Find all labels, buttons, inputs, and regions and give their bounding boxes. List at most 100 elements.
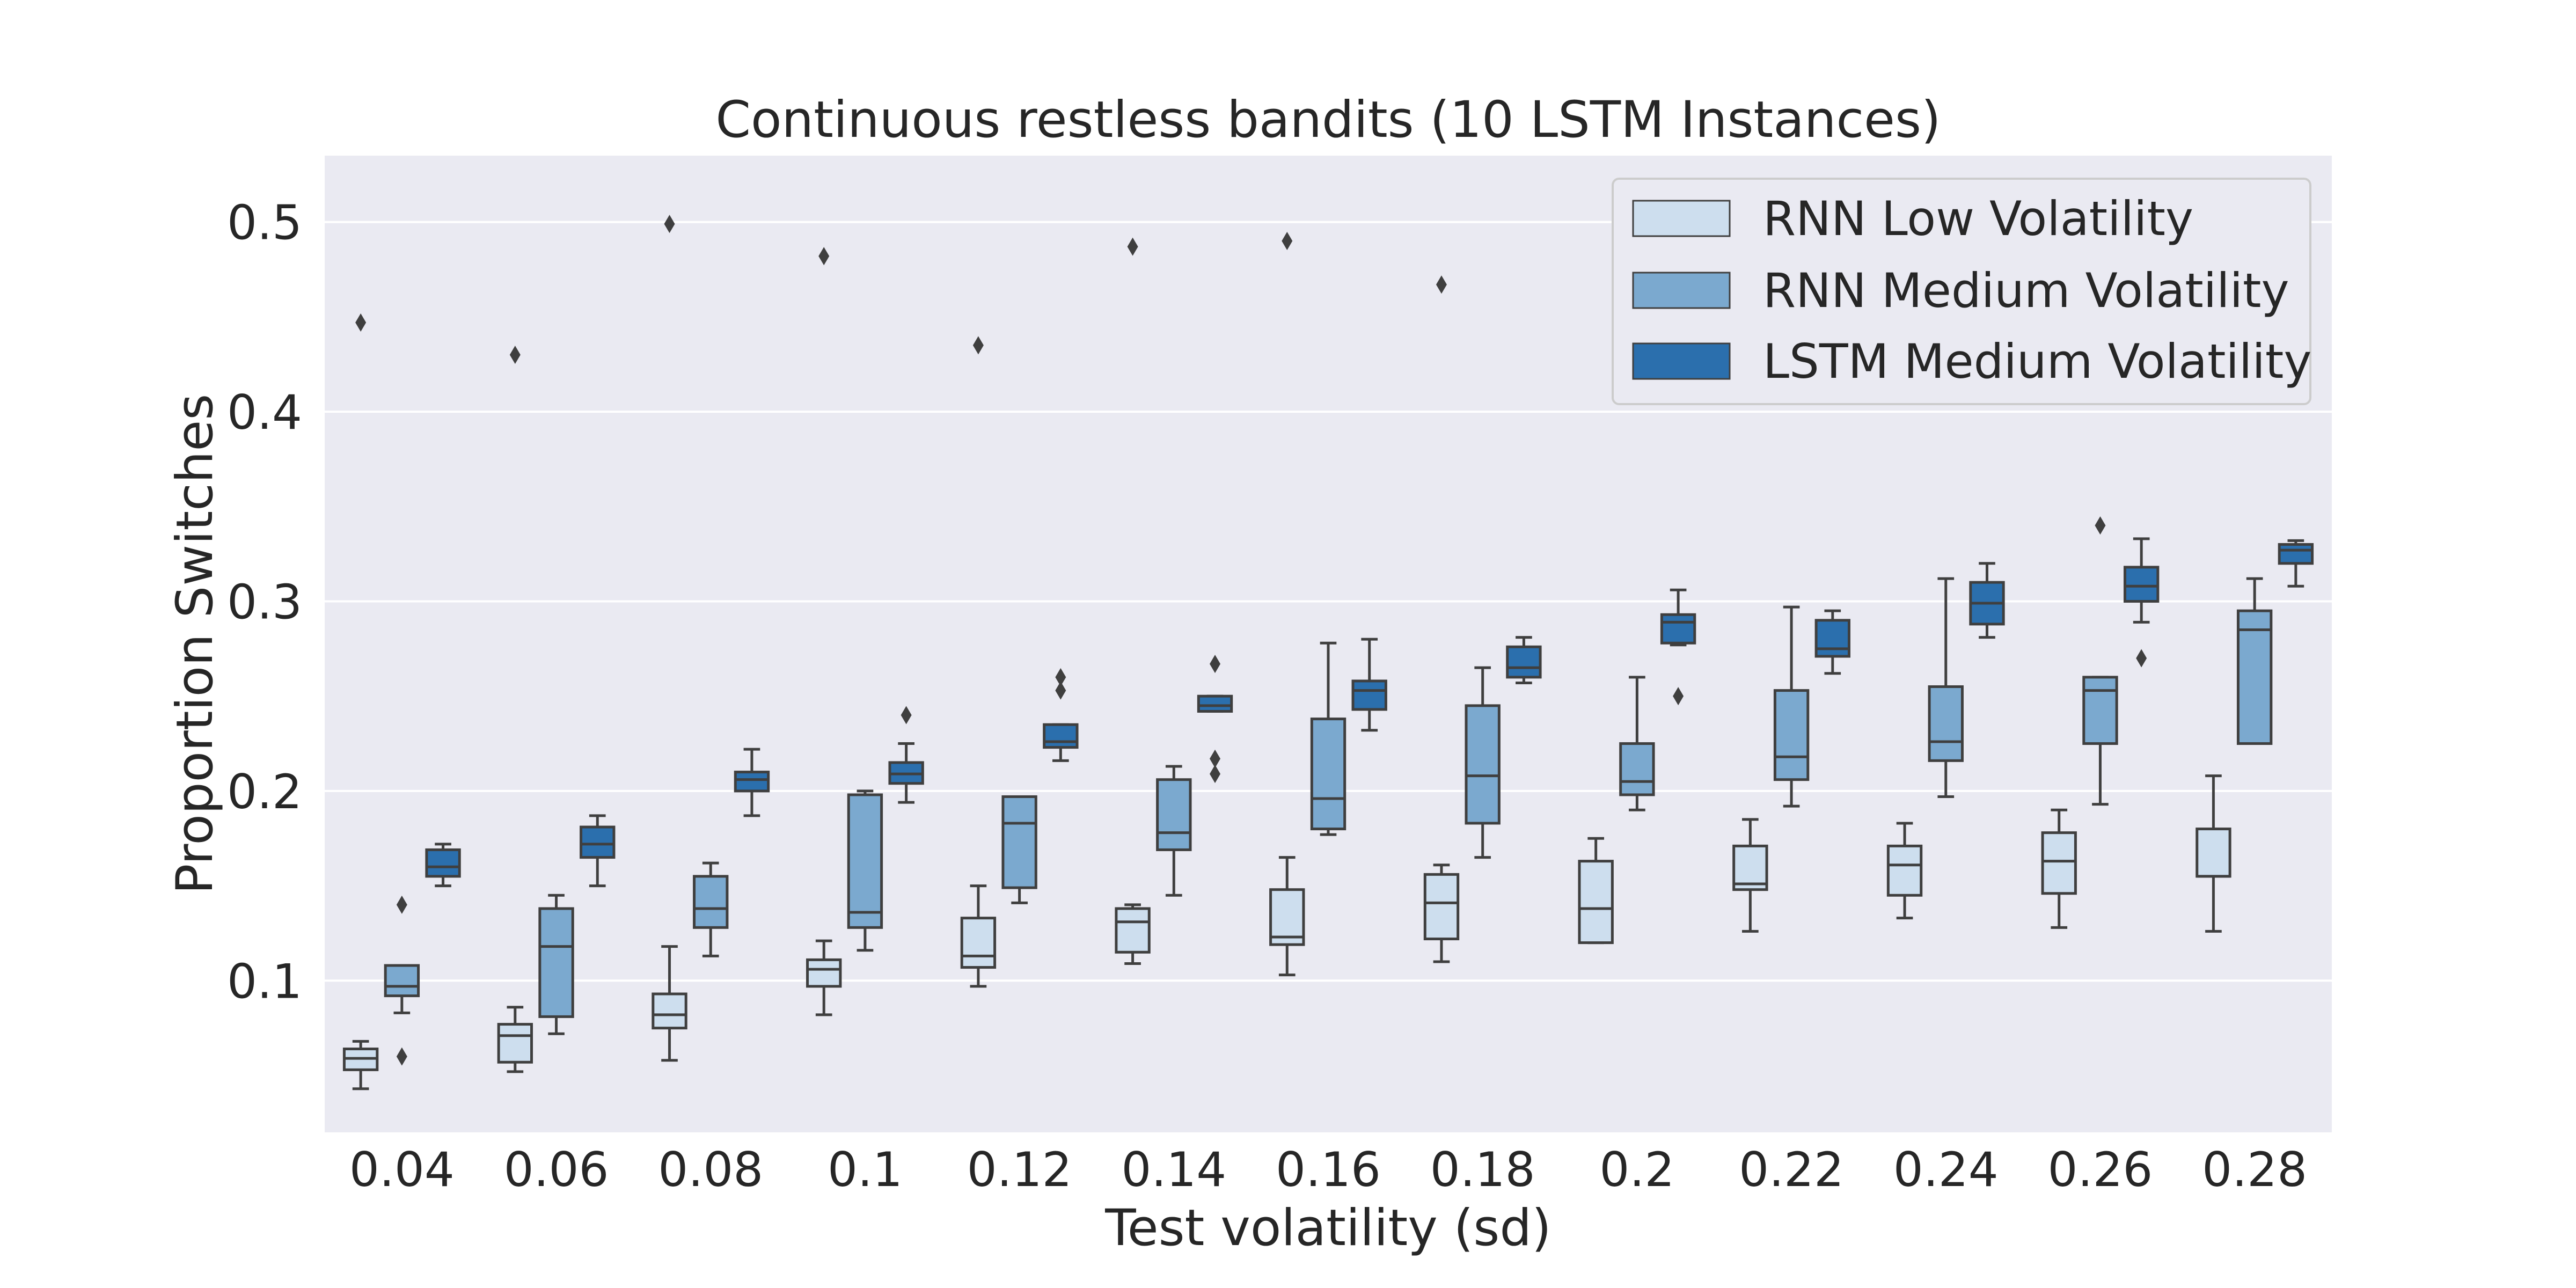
- outlier-point: [818, 247, 830, 266]
- box-group: [1310, 641, 1346, 836]
- legend: RNN Low Volatility RNN Medium Volatility…: [1612, 178, 2311, 405]
- box-group: [1115, 237, 1151, 965]
- box: [1156, 778, 1192, 851]
- box-group: [1969, 562, 2005, 639]
- box: [1660, 613, 1696, 645]
- outlier-point: [396, 895, 407, 914]
- outlier-point: [2136, 649, 2147, 668]
- x-tick-labels: 0.04 0.06 0.08 0.1 0.12 0.14 0.16 0.18 0.2 0.22 0.…: [349, 1142, 2307, 1197]
- box-group: [1001, 795, 1037, 904]
- outlier-point: [901, 706, 912, 724]
- box: [1197, 694, 1233, 713]
- outlier-point: [509, 346, 521, 364]
- box: [2236, 609, 2273, 745]
- legend-label-rnn-medium: RNN Medium Volatility: [1763, 263, 2289, 318]
- outlier-point: [1210, 749, 1221, 768]
- outlier-point: [1127, 237, 1138, 256]
- box: [2082, 676, 2118, 745]
- box-group: [538, 894, 574, 1035]
- box-group: [1465, 666, 1501, 859]
- box-group: [1773, 605, 1810, 808]
- box-group: [693, 861, 729, 957]
- box: [1310, 718, 1346, 831]
- box-group: [1578, 837, 1614, 945]
- box-group: [580, 814, 616, 888]
- box-group: [497, 346, 533, 1073]
- box-group: [1043, 668, 1079, 762]
- box: [652, 992, 687, 1030]
- x-tick-label: 0.08: [658, 1142, 763, 1197]
- y-axis-label: Proportion Switches: [166, 394, 224, 894]
- legend-swatch-lstm-medium: [1632, 342, 1731, 380]
- box-group: [960, 336, 997, 988]
- outlier-point: [355, 313, 367, 332]
- box-group: [1928, 577, 1964, 798]
- box-group: [734, 748, 770, 817]
- box: [580, 825, 616, 859]
- box-group: [2236, 577, 2273, 745]
- box: [1115, 907, 1151, 954]
- box-group: [342, 313, 379, 1091]
- box-group: [2082, 516, 2118, 806]
- box-group: [2041, 186, 2077, 929]
- box-groups: [342, 186, 2314, 1091]
- y-tick-label: 0.4: [227, 385, 302, 440]
- box: [1886, 844, 1923, 897]
- box: [847, 793, 883, 929]
- outlier-point: [396, 1047, 407, 1066]
- x-axis-label: Test volatility (sd): [1104, 1199, 1551, 1257]
- x-tick-label: 0.26: [2047, 1142, 2153, 1197]
- x-tick-label: 0.04: [349, 1142, 455, 1197]
- x-tick-label: 0.06: [504, 1142, 609, 1197]
- box-group: [425, 843, 461, 888]
- legend-label-lstm-medium: LSTM Medium Volatility: [1763, 334, 2311, 389]
- legend-label-rnn-low: RNN Low Volatility: [1763, 191, 2193, 246]
- outlier-point: [664, 215, 675, 233]
- box: [2196, 828, 2231, 878]
- outlier-point: [1210, 765, 1221, 784]
- box: [693, 875, 729, 929]
- box: [1465, 704, 1501, 825]
- box: [1043, 723, 1079, 749]
- box-group: [1423, 275, 1460, 963]
- box-group: [652, 215, 687, 1062]
- outlier-point: [1055, 681, 1066, 700]
- outlier-point: [1282, 232, 1293, 251]
- x-tick-label: 0.28: [2202, 1142, 2307, 1197]
- x-tick-label: 0.1: [828, 1142, 903, 1197]
- box: [1732, 844, 1768, 891]
- box: [1578, 860, 1614, 945]
- box-group: [1156, 765, 1192, 897]
- box: [960, 917, 997, 969]
- box-group: [1660, 588, 1696, 706]
- chart-title: Continuous restless bandits (10 LSTM Ins…: [715, 91, 1941, 149]
- box: [425, 848, 461, 878]
- y-tick-label: 0.2: [227, 764, 302, 819]
- y-tick-labels: 0.1 0.2 0.3 0.4 0.5: [227, 195, 302, 1009]
- outlier-point: [1436, 275, 1447, 294]
- box: [806, 958, 842, 988]
- box: [1773, 689, 1810, 781]
- outlier-point: [2095, 516, 2106, 535]
- y-tick-label: 0.1: [227, 954, 302, 1009]
- box-group: [1506, 636, 1542, 684]
- outlier-point: [1210, 655, 1221, 674]
- legend-frame: [1612, 178, 2311, 405]
- box: [1814, 619, 1850, 658]
- x-tick-label: 0.22: [1739, 1142, 1844, 1197]
- box-group: [1619, 676, 1655, 811]
- legend-swatch-rnn-medium: [1632, 272, 1731, 309]
- x-tick-label: 0.24: [1893, 1142, 1999, 1197]
- box-group: [1351, 638, 1387, 732]
- box: [734, 771, 770, 793]
- box: [2041, 831, 2077, 895]
- legend-swatch-rnn-low: [1632, 200, 1731, 237]
- box: [1619, 742, 1655, 796]
- x-tick-label: 0.12: [967, 1142, 1072, 1197]
- box-group: [847, 789, 883, 952]
- x-tick-label: 0.14: [1121, 1142, 1226, 1197]
- box: [1423, 873, 1460, 941]
- box: [2123, 566, 2160, 603]
- outlier-point: [1055, 668, 1066, 686]
